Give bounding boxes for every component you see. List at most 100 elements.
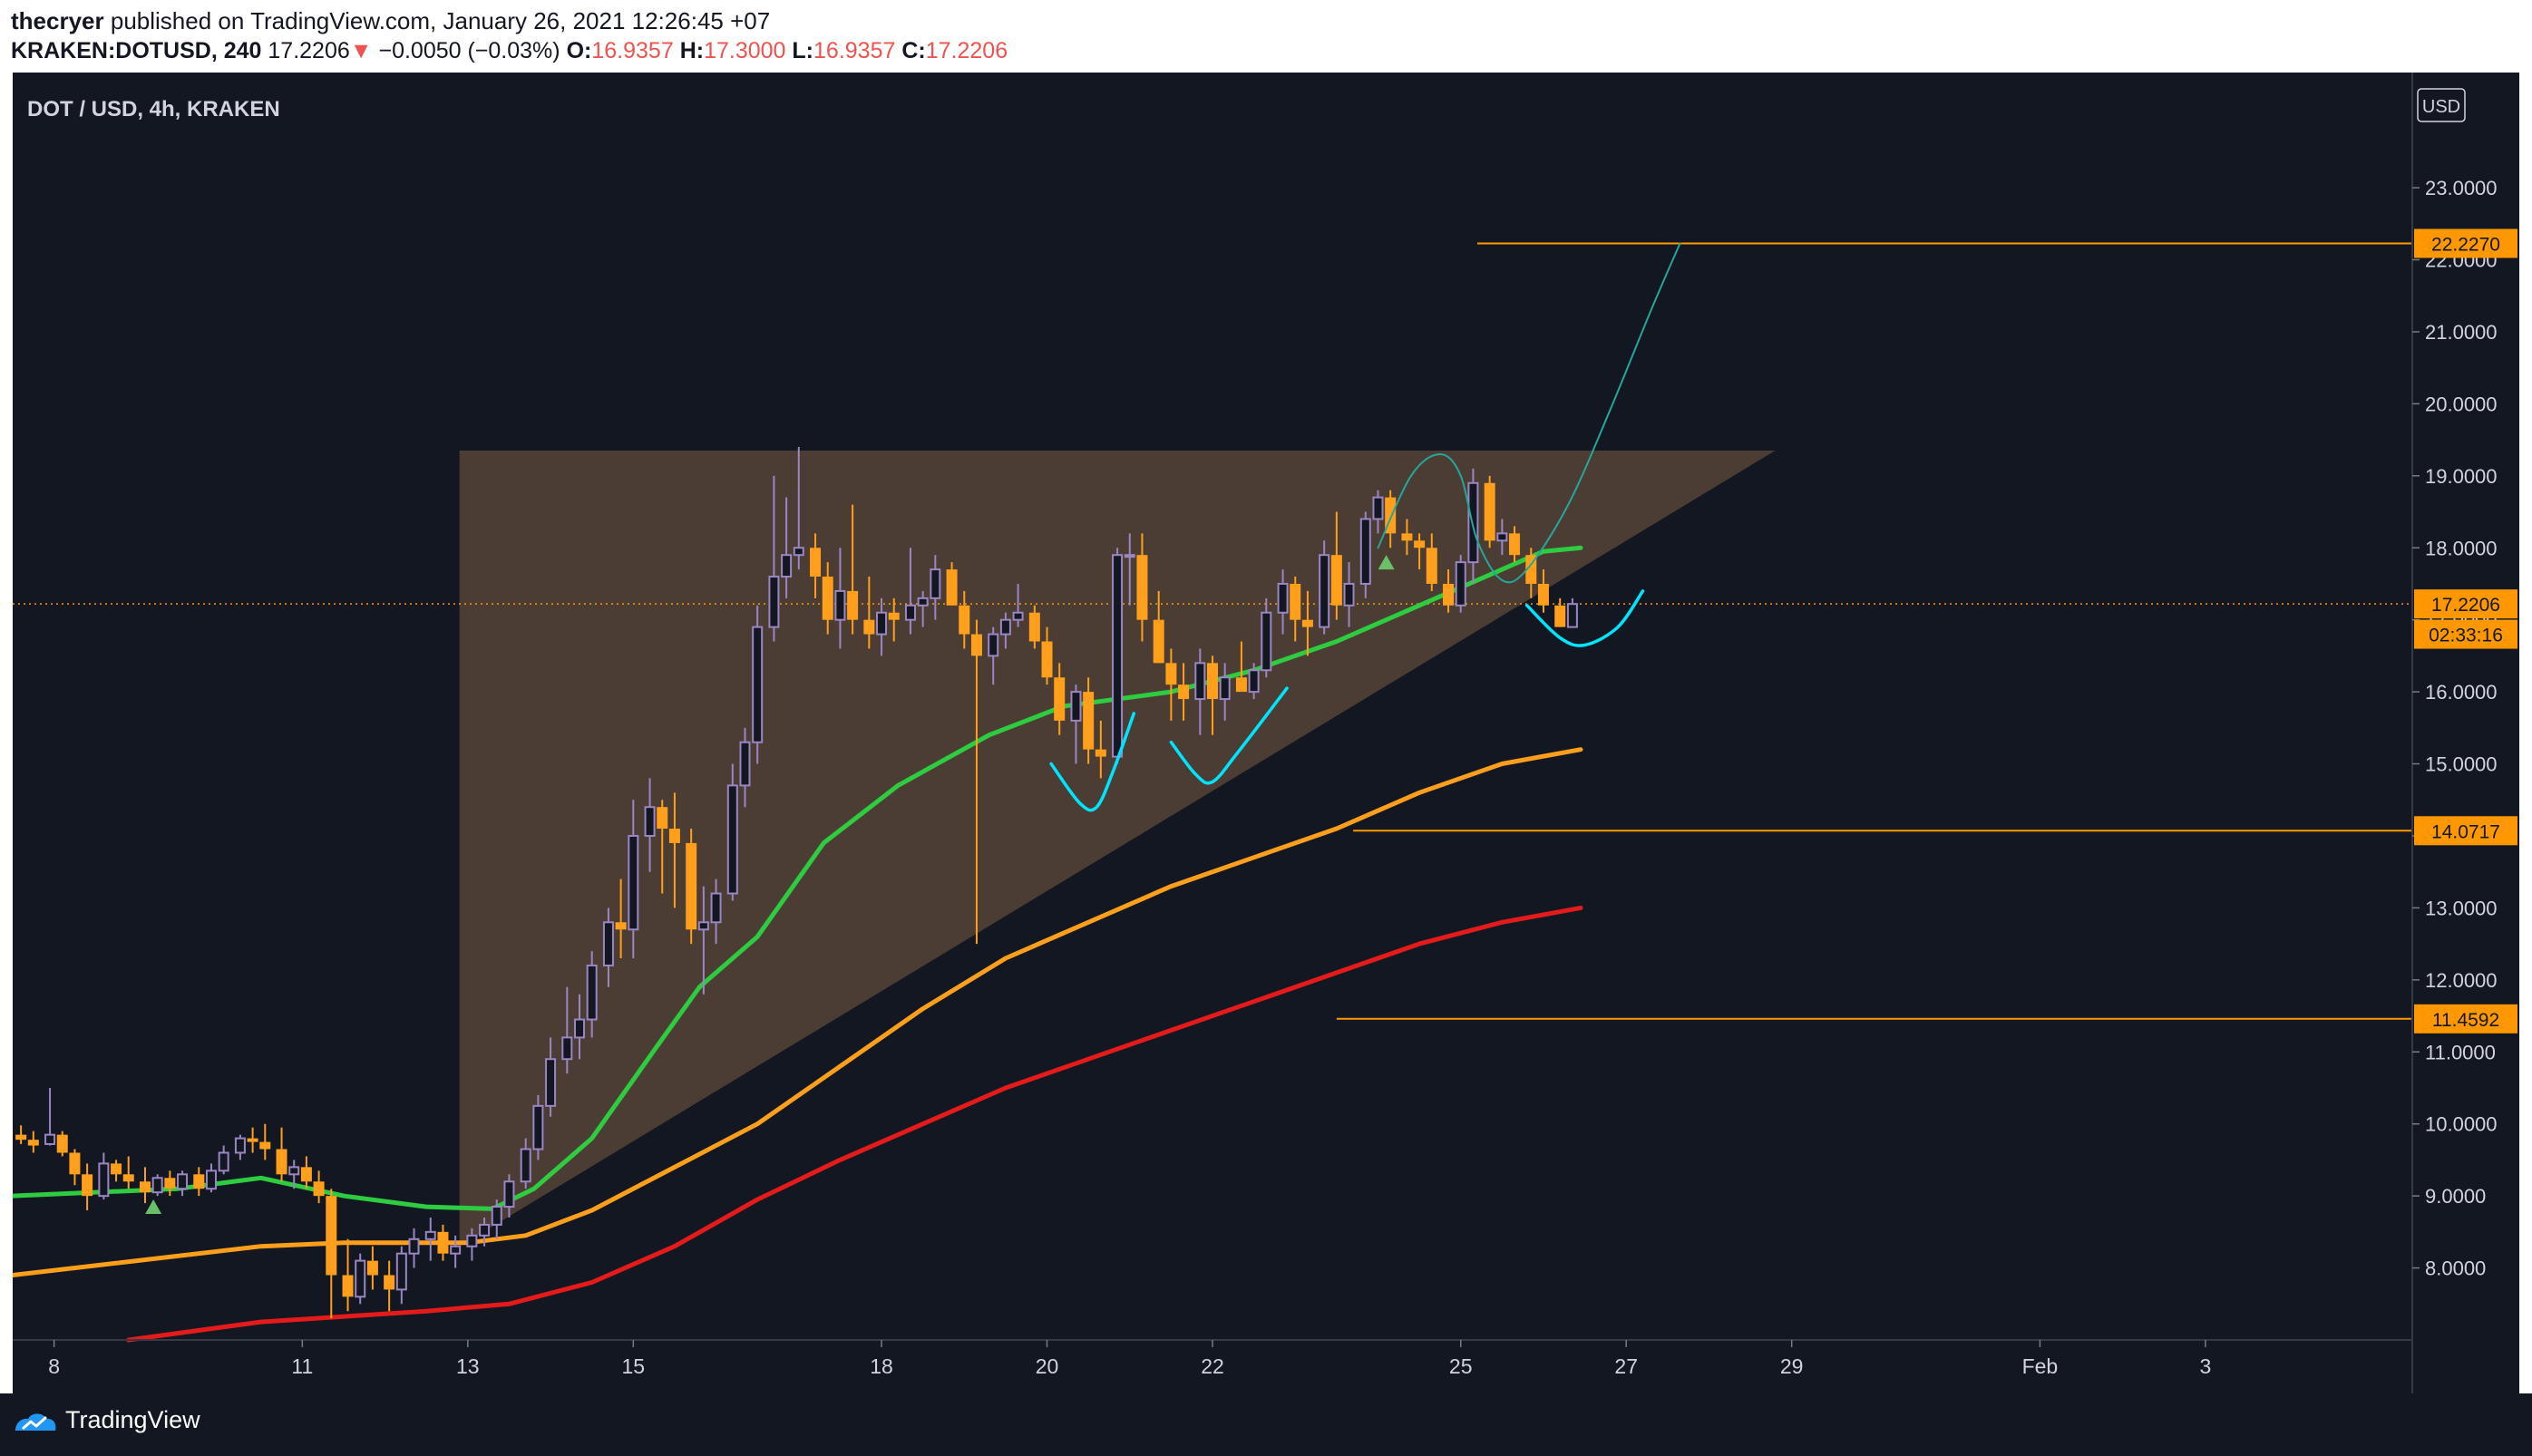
candle-body [1136,555,1148,620]
price-tick-label: 11.0000 [2425,1041,2496,1063]
candle-body [1372,496,1384,520]
candle-body [847,590,859,620]
candle-body [139,1181,151,1193]
candle-body [697,921,709,931]
price-label-level: 11.4592 [2432,1010,2499,1031]
footer [0,1393,2532,1456]
candle-body [917,597,929,607]
candle-87 [1207,655,1218,735]
candle-27 [384,1260,395,1312]
chart-panel[interactable]: 8.0000 9.0000 10.0000 11.0000 12.0000 13.0000… [10,73,2519,1393]
cyan-cup-3 [1524,589,1645,647]
price-label-bg [2414,589,2517,619]
candle-40 [561,986,573,1074]
price-label-bg [2414,619,2517,649]
candle-18 [259,1123,271,1160]
candle-body [193,1174,205,1189]
candle-95 [1319,540,1330,635]
candle-body [122,1174,134,1182]
candle-body [437,1231,449,1254]
price-tick-label: 16.0000 [2425,681,2498,704]
ascending-triangle-shape [459,451,1776,1247]
candle-29 [408,1228,420,1268]
candle-body [1554,605,1566,627]
candle-96 [1330,511,1342,620]
tradingview-logo[interactable]: TradingView [13,1406,200,1434]
candle-47 [657,800,668,894]
candle-body [218,1151,229,1172]
candle-body [1277,582,1289,614]
candle-111 [1537,569,1549,613]
projection-path [1377,242,1681,584]
time-axis[interactable]: 8 11 13 15 18 20 22 25 27 29 Feb 3 [48,1340,2211,1378]
candle-36 [503,1174,515,1218]
tradingview-logo-icon [15,1412,56,1431]
candle-51 [710,878,722,945]
candle-63 [876,597,888,656]
author-name[interactable]: thecryer [11,7,104,34]
price-tick-label: 23.0000 [2425,177,2498,199]
candle-38 [532,1094,544,1160]
candle-body [450,1245,462,1255]
candle-107 [1484,475,1495,548]
candle-84 [1165,648,1177,721]
candle-body [1207,663,1218,700]
chart-svg[interactable]: 8.0000 9.0000 10.0000 11.0000 12.0000 13.0000… [10,73,2519,1393]
candle-39 [545,1037,557,1117]
candle-body [424,1230,436,1240]
symbol-ohlc-line: KRAKEN:DOTUSD, 240 17.2206▼ −0.0050 (−0.… [11,38,1008,64]
publish-line: thecryer published on TradingView.com, J… [11,7,770,35]
candle-42 [586,951,598,1038]
candle-body [1235,677,1247,693]
candle-body [326,1196,337,1276]
candle-101 [1401,519,1413,556]
candle-80 [1112,548,1124,764]
candle-4 [69,1149,81,1186]
time-tick-label: 3 [2199,1354,2211,1378]
candle-body [644,806,656,837]
currency-button[interactable]: USD [2422,97,2460,117]
currency-button-bg[interactable] [2417,88,2466,122]
candle-70 [970,619,982,945]
candle-77 [1070,684,1082,764]
candle-body [1165,663,1177,685]
candle-1 [27,1131,39,1153]
candle-body [1219,676,1231,701]
candle-body [726,784,738,895]
candle-body [15,1134,27,1141]
price-tick-label: 10.0000 [2425,1113,2498,1136]
time-tick-label: 25 [1449,1354,1473,1378]
candle-82 [1136,533,1148,642]
candle-body [1467,481,1479,564]
candle-28 [395,1246,407,1305]
price-label-level: 22.2270 [2431,234,2500,255]
price-label-last: 17.2206 [2431,595,2500,616]
candle-12 [177,1170,189,1197]
plot-area[interactable] [10,242,2412,1343]
price-tick-label: 20.0000 [2425,393,2498,415]
candle-49 [686,829,697,945]
candle-body [111,1163,122,1175]
candle-69 [959,590,970,649]
candle-body [300,1167,312,1182]
candle-body [1124,554,1135,558]
candle-58 [810,533,822,598]
price-label-bg [2414,816,2517,846]
candle-body [1054,677,1066,721]
candle-body [288,1166,300,1176]
candle-body [313,1181,325,1197]
candle-body [930,568,941,599]
candle-body [1537,583,1549,606]
price-axis[interactable]: 8.0000 9.0000 10.0000 11.0000 12.0000 13.0000… [2412,177,2498,1280]
candle-72 [999,612,1011,649]
candle-body [1426,548,1437,584]
candle-103 [1426,533,1437,591]
candle-body [1509,533,1521,556]
open-label: O: [566,38,592,63]
candle-body [904,604,916,621]
candle-22 [313,1170,325,1204]
candle-98 [1359,511,1371,598]
candle-body [781,554,793,578]
candle-body [151,1177,163,1194]
candle-body [1455,561,1466,607]
